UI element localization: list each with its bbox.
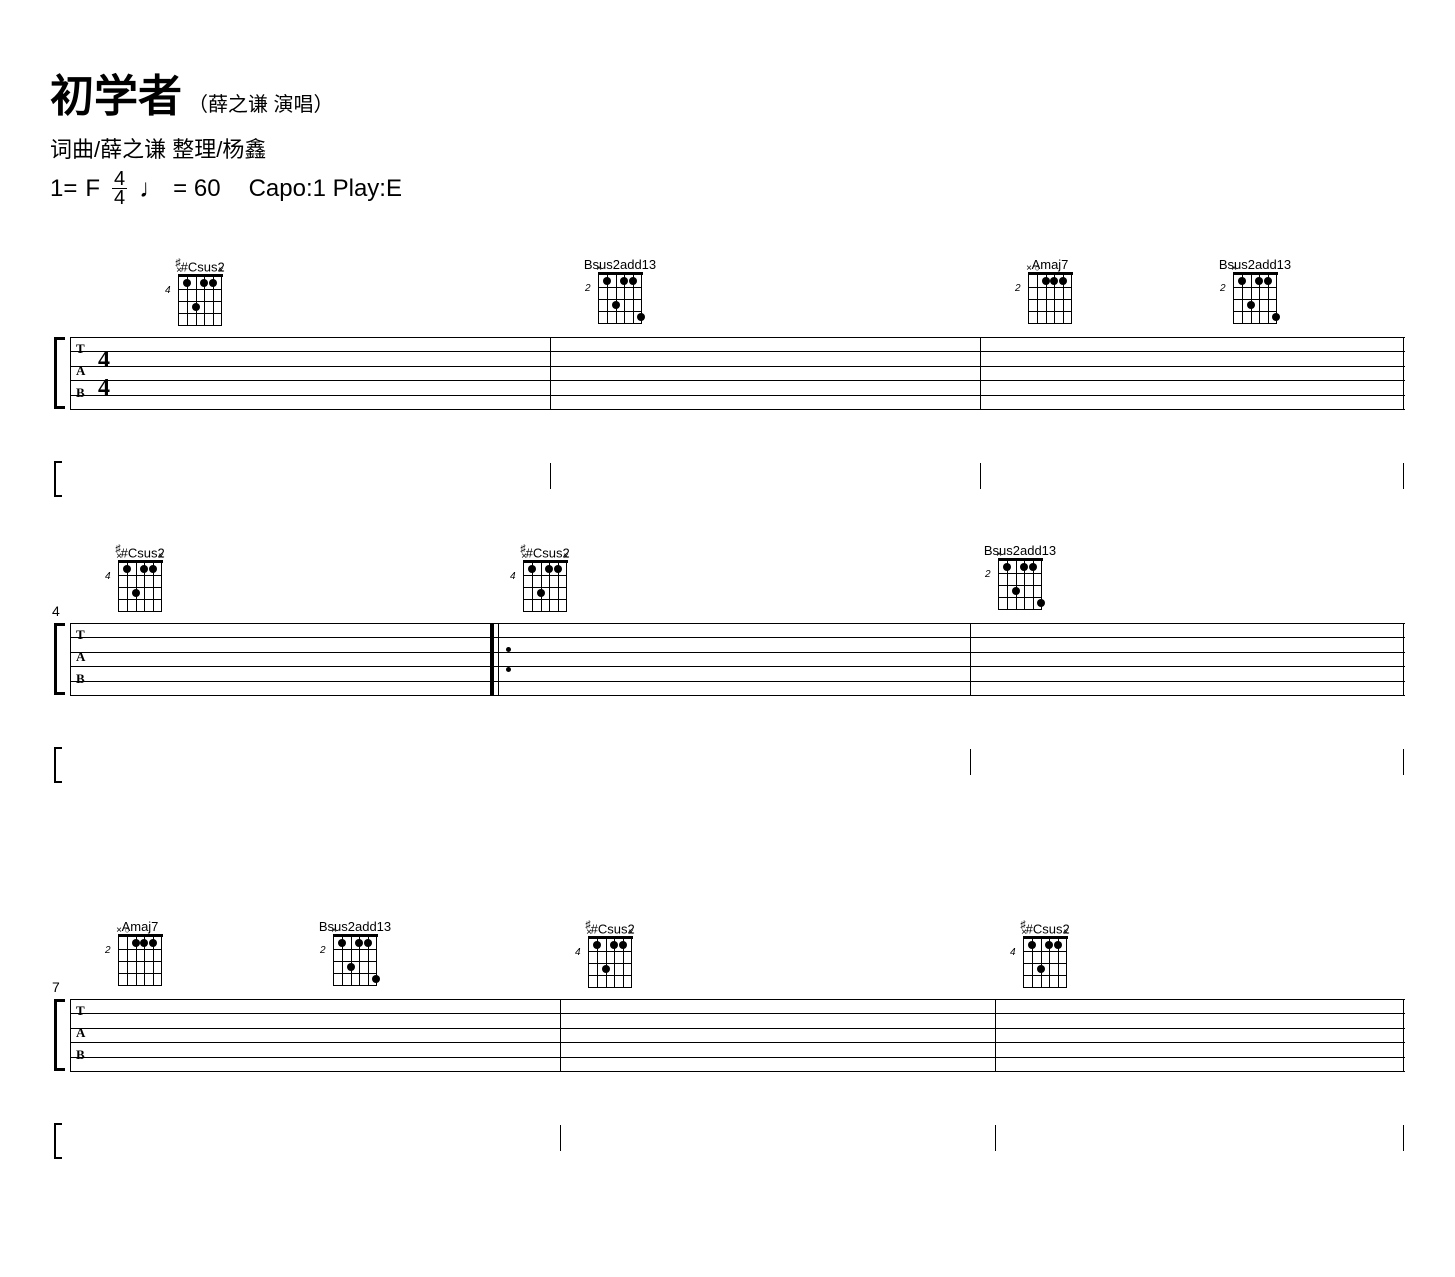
jianpu-bracket [50, 465, 70, 493]
chord-diagram: 4 ×× [178, 276, 222, 326]
chord-diagram: 2 × [1233, 274, 1277, 324]
fret-pos: 2 [320, 945, 326, 956]
chord-csus2: ♯#Csus2 4 ×× [110, 543, 170, 612]
chord-label: Bsus2add13 [984, 543, 1056, 558]
fret-pos: 2 [585, 283, 591, 294]
lyrics-row-2c [50, 845, 1405, 869]
tab-beams-3 [70, 1071, 1405, 1097]
bar-number: 7 [52, 979, 60, 995]
tab-t: T [76, 1003, 85, 1019]
tab-timesig-top: 4 [98, 347, 110, 374]
jianpu-row-1 [50, 465, 1405, 493]
tab-staff-1: T A B 4 4 [70, 337, 1405, 409]
chord-csus2: ♯#Csus2 4 ×× [1015, 919, 1075, 988]
tab-b: B [76, 671, 85, 687]
chord-diagram: 4 ×× [118, 562, 162, 612]
system-bracket [50, 337, 70, 409]
chord-bsus2add13: Bsus2add13 2 × [590, 257, 650, 324]
system-1: ♯#Csus2 4 ×× Bsus2add13 2 × [50, 257, 1405, 493]
tab-beams-2 [70, 695, 1405, 721]
fret-pos: 2 [1015, 283, 1021, 294]
jianpu-staff-1 [70, 465, 1405, 493]
tab-beams-1 [70, 409, 1405, 435]
tab-container-3: 7 T A B [50, 999, 1405, 1071]
title-row: 初学者 （薛之谦 演唱） [50, 60, 1405, 124]
system-3: Amaj7 2 ×○ Bsus2add13 2 × ♯#Csus2 [50, 919, 1405, 1155]
chord-diagram: 2 × [333, 936, 377, 986]
chord-csus2: ♯#Csus2 4 ×× [515, 543, 575, 612]
chord-row-3: Amaj7 2 ×○ Bsus2add13 2 × ♯#Csus2 [50, 919, 1405, 999]
fret-pos: 4 [1010, 947, 1016, 958]
jianpu-bracket [50, 751, 70, 779]
tab-container-1: T A B 4 4 [50, 337, 1405, 409]
tab-staff-3: T A B [70, 999, 1405, 1071]
system-2: ♯#Csus2 4 ×× ♯#Csus2 4 ×× Bsus2add13 [50, 543, 1405, 869]
tab-a: A [76, 1025, 85, 1041]
chord-diagram: 2 × [998, 560, 1042, 610]
jianpu-staff-3 [70, 1127, 1405, 1155]
tab-a: A [76, 363, 85, 379]
chord-diagram: 4 ×× [588, 938, 632, 988]
jianpu-row-3 [50, 1127, 1405, 1155]
tab-b: B [76, 385, 85, 401]
song-title: 初学者 [50, 60, 182, 124]
key: F [85, 175, 100, 203]
system-bracket: 4 [50, 623, 70, 695]
chord-diagram: 4 ×× [523, 562, 567, 612]
tab-t: T [76, 341, 85, 357]
chord-csus2: ♯#Csus2 4 ×× [580, 919, 640, 988]
chord-row-1: ♯#Csus2 4 ×× Bsus2add13 2 × [50, 257, 1405, 337]
lyrics-row-2b [50, 815, 1405, 839]
jianpu-bracket [50, 1127, 70, 1155]
chord-bsus2add13: Bsus2add13 2 × [1225, 257, 1285, 324]
chord-label: Bsus2add13 [319, 919, 391, 934]
fret-pos: 2 [985, 569, 991, 580]
fret-pos: 4 [165, 285, 171, 296]
bar-number: 4 [52, 603, 60, 619]
capo: Capo:1 Play:E [249, 175, 402, 203]
chord-diagram: 2 ×○ [1028, 274, 1072, 324]
tempo: = 60 [173, 175, 220, 203]
meta-row: 1= F 4 4 ♩ = 60 Capo:1 Play:E [50, 170, 1405, 207]
chord-amaj7: Amaj7 2 ×○ [110, 919, 170, 986]
fret-pos: 2 [1220, 283, 1226, 294]
fret-pos: 4 [575, 947, 581, 958]
timesig: 4 4 [112, 170, 127, 207]
chord-label: Bsus2add13 [584, 257, 656, 272]
fret-pos: 2 [105, 945, 111, 956]
tab-t: T [76, 627, 85, 643]
chord-amaj7: Amaj7 2 ×○ [1020, 257, 1080, 324]
song-subtitle: （薛之谦 演唱） [188, 88, 334, 117]
chord-label: Bsus2add13 [1219, 257, 1291, 272]
chord-row-2: ♯#Csus2 4 ×× ♯#Csus2 4 ×× Bsus2add13 [50, 543, 1405, 623]
chord-diagram: 4 ×× [1023, 938, 1067, 988]
credits: 词曲/薛之谦 整理/杨鑫 [50, 132, 1405, 164]
tab-b: B [76, 1047, 85, 1063]
system-bracket: 7 [50, 999, 70, 1071]
tab-timesig-bot: 4 [98, 375, 110, 402]
chord-bsus2add13: Bsus2add13 2 × [325, 919, 385, 986]
key-prefix: 1= [50, 175, 77, 203]
lyrics-row-2a [50, 785, 1405, 809]
quarter-note-icon: ♩ [139, 173, 165, 204]
chord-bsus2add13: Bsus2add13 2 × [990, 543, 1050, 610]
chord-csus2: ♯#Csus2 4 ×× [170, 257, 230, 326]
fret-pos: 4 [105, 571, 111, 582]
tab-staff-2: T A B [70, 623, 1405, 695]
tab-container-2: 4 T A B [50, 623, 1405, 695]
chord-diagram: 2 × [598, 274, 642, 324]
jianpu-row-2 [50, 751, 1405, 779]
timesig-bottom: 4 [112, 189, 127, 207]
fret-pos: 4 [510, 571, 516, 582]
jianpu-staff-2 [70, 751, 1405, 779]
chord-diagram: 2 ×○ [118, 936, 162, 986]
tab-a: A [76, 649, 85, 665]
